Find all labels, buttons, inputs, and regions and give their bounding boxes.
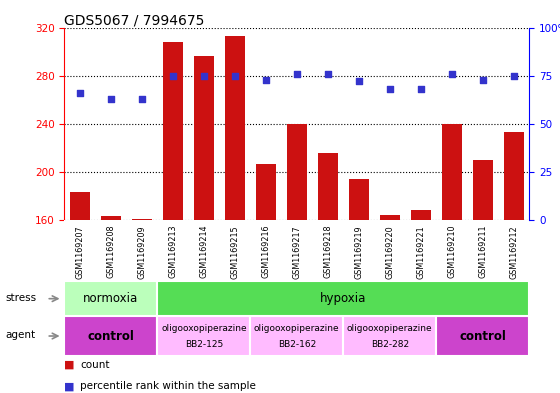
Bar (250, 316, 343, 356)
Bar (473, 160, 493, 220)
Text: GSM1169211: GSM1169211 (478, 225, 487, 279)
Point (230, 72, 239, 79)
Bar (442, 124, 462, 220)
Text: hypoxia: hypoxia (320, 292, 366, 305)
Bar (157, 316, 250, 356)
Text: GSM1169210: GSM1169210 (447, 225, 456, 279)
Text: oligooxopiperazine: oligooxopiperazine (347, 325, 432, 333)
Text: normoxia: normoxia (83, 292, 138, 305)
Text: GDS5067 / 7994675: GDS5067 / 7994675 (64, 14, 205, 28)
Point (323, 71, 332, 77)
Point (385, 86, 394, 92)
Bar (225, 36, 245, 220)
Text: GSM1169218: GSM1169218 (323, 225, 332, 279)
Text: GSM1169219: GSM1169219 (354, 225, 363, 279)
Text: ■: ■ (64, 381, 75, 391)
Text: BB2-162: BB2-162 (278, 340, 316, 349)
Text: GSM1169214: GSM1169214 (199, 225, 208, 279)
Point (509, 72, 518, 79)
Text: GSM1169220: GSM1169220 (385, 225, 394, 279)
Point (416, 86, 425, 92)
Point (354, 78, 363, 84)
Bar (287, 124, 307, 220)
Text: agent: agent (5, 330, 35, 340)
Bar (410, 211, 431, 220)
Bar (380, 215, 400, 220)
Text: BB2-125: BB2-125 (185, 340, 223, 349)
Text: GSM1169216: GSM1169216 (262, 225, 270, 279)
Bar (256, 163, 276, 220)
Text: GSM1169215: GSM1169215 (230, 225, 239, 279)
Point (478, 76, 487, 83)
Text: count: count (80, 360, 110, 369)
Text: control: control (87, 329, 134, 343)
Text: GSM1169212: GSM1169212 (509, 225, 518, 279)
Bar (64, 316, 157, 356)
Bar (64, 281, 157, 316)
Bar (503, 132, 524, 220)
Text: GSM1169207: GSM1169207 (76, 225, 85, 279)
Text: GSM1169213: GSM1169213 (169, 225, 178, 279)
Text: oligooxopiperazine: oligooxopiperazine (254, 325, 339, 333)
Bar (157, 281, 529, 316)
Bar (194, 56, 214, 220)
Bar (349, 179, 369, 220)
Text: GSM1169217: GSM1169217 (292, 225, 301, 279)
Bar (318, 152, 338, 220)
Bar (163, 42, 183, 220)
Text: BB2-282: BB2-282 (371, 340, 409, 349)
Text: GSM1169209: GSM1169209 (137, 225, 146, 279)
Bar (70, 193, 90, 220)
Bar (132, 219, 152, 220)
Text: percentile rank within the sample: percentile rank within the sample (80, 381, 256, 391)
Point (169, 72, 178, 79)
Text: oligooxopiperazine: oligooxopiperazine (161, 325, 246, 333)
Text: control: control (459, 329, 506, 343)
Text: GSM1169221: GSM1169221 (416, 225, 425, 279)
Point (262, 76, 270, 83)
Point (106, 95, 115, 102)
Point (447, 71, 456, 77)
Point (199, 72, 208, 79)
Bar (343, 316, 436, 356)
Bar (101, 217, 121, 220)
Point (137, 95, 146, 102)
Text: GSM1169208: GSM1169208 (106, 225, 115, 279)
Bar (436, 316, 529, 356)
Point (292, 71, 301, 77)
Text: stress: stress (5, 293, 36, 303)
Text: ■: ■ (64, 360, 75, 369)
Point (76, 90, 85, 96)
